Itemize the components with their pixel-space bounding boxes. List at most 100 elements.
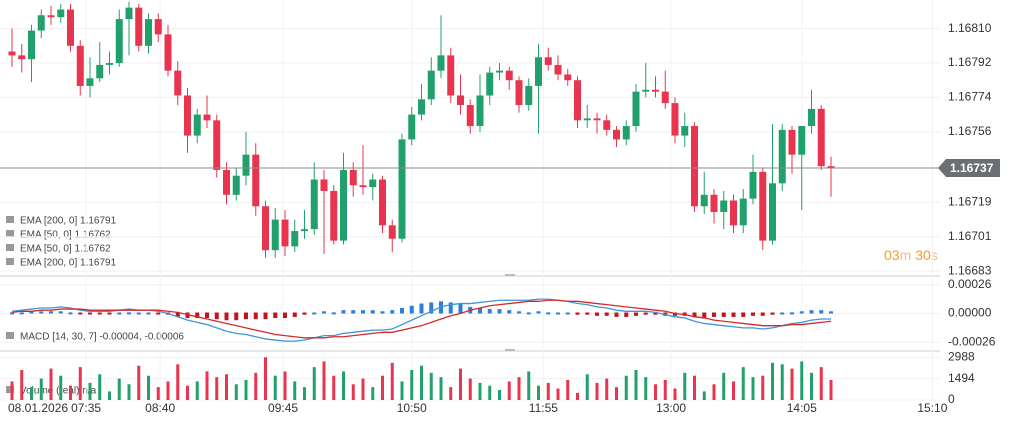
macd-histogram-bar <box>361 310 365 314</box>
indicator-label[interactable]: EMA [50, 0] 1.16762 <box>20 244 111 255</box>
candle-body <box>691 126 698 207</box>
macd-histogram-bar <box>497 309 502 314</box>
volume-bar <box>59 375 63 400</box>
x-tick-label: 13:00 <box>656 401 686 415</box>
macd-histogram-bar <box>58 311 63 314</box>
candle-body <box>369 179 377 188</box>
candle-body <box>86 78 94 86</box>
volume-bar <box>78 367 82 400</box>
candle-body <box>447 55 455 96</box>
volume-bar <box>556 388 560 400</box>
candle-body <box>96 64 104 79</box>
volume-bar <box>693 375 696 400</box>
macd-histogram-bar <box>760 312 765 316</box>
macd-histogram-bar <box>448 302 453 314</box>
volume-bar <box>342 371 345 400</box>
volume-bar <box>156 387 160 400</box>
candle-body <box>223 169 230 195</box>
macd-histogram-bar <box>351 310 356 314</box>
candle-body <box>330 190 338 241</box>
candle-body <box>340 169 347 241</box>
macd-histogram-bar <box>331 312 336 315</box>
macd-histogram-bar <box>409 305 414 314</box>
macd-histogram-bar <box>829 311 833 314</box>
macd-histogram-bar <box>741 312 746 317</box>
candle-body <box>154 19 162 35</box>
candle-body <box>622 126 630 140</box>
macd-histogram-bar <box>146 312 151 315</box>
macd-histogram-bar <box>302 312 307 315</box>
candle-body <box>778 129 786 184</box>
candle-body <box>418 99 425 115</box>
candle-body <box>652 89 659 92</box>
candle-body <box>76 45 84 86</box>
timer-unit: s <box>931 247 938 263</box>
volume-bar <box>478 382 482 400</box>
indicator-icons <box>6 216 14 393</box>
macd-histogram-bar <box>780 312 785 315</box>
macd-histogram-bar <box>692 312 697 317</box>
volume-bar <box>712 384 716 400</box>
indicator-label[interactable]: Volume (real) n/a <box>20 386 97 397</box>
candle-body <box>281 219 289 247</box>
candle-body <box>379 179 386 226</box>
volume-bar <box>361 378 365 400</box>
volume-bar <box>117 378 121 400</box>
macd-histogram-bar <box>751 312 755 316</box>
volume-bar <box>420 365 423 400</box>
macd-histogram-bar <box>390 310 395 314</box>
volume-bar <box>439 377 443 400</box>
volume-bar <box>176 364 180 400</box>
volume-bar <box>819 367 823 400</box>
volume-bar <box>761 375 765 400</box>
macd-histogram-bar <box>712 312 716 317</box>
x-tick-label: 07:35 <box>71 401 101 415</box>
volume-bar <box>790 368 794 400</box>
candle-body <box>37 15 45 31</box>
candle-body <box>515 80 523 106</box>
volume-bar <box>225 374 228 400</box>
macd-histogram-bar <box>819 310 824 314</box>
macd-histogram-bar <box>809 310 814 314</box>
y-tick-label: -0.00026 <box>948 334 996 348</box>
macd-histogram-bar <box>634 312 638 316</box>
candle-body <box>739 198 747 226</box>
volume-bar <box>234 384 238 400</box>
volume-bar <box>273 375 277 400</box>
macd-histogram-bar <box>292 312 297 317</box>
macd-histogram-bar <box>565 312 570 315</box>
candle-body <box>252 154 260 207</box>
volume-bar <box>303 387 306 400</box>
candle-body <box>310 179 318 230</box>
macd-histogram-bar <box>205 312 209 319</box>
indicator-label[interactable]: MACD [14, 30, 7] -0.00004, -0.00006 <box>20 332 184 343</box>
macd-histogram-bar <box>458 303 463 314</box>
volume-bar <box>449 387 453 400</box>
candle-body <box>710 194 718 212</box>
macd-histogram-bar <box>39 311 44 314</box>
y-tick-label: 1.16683 <box>948 263 992 277</box>
candle-body <box>505 70 513 81</box>
y-tick-label: 1.16810 <box>948 21 992 35</box>
volume-bar <box>49 368 53 400</box>
candle-body <box>320 179 328 191</box>
indicator-label[interactable]: EMA [200, 0] 1.16791 <box>20 258 117 269</box>
volume-bar <box>254 372 258 400</box>
volume-bar <box>683 372 687 400</box>
current-price-label: 1.16737 <box>950 161 994 175</box>
candle-body <box>359 185 367 188</box>
volume-bar <box>20 370 24 400</box>
indicator-label[interactable]: EMA [200, 0] 1.16791 <box>20 216 117 227</box>
panel-handle[interactable] <box>505 349 515 351</box>
candle-body <box>554 64 562 75</box>
candle-body <box>564 74 572 81</box>
candle-body <box>583 118 591 121</box>
candle-body <box>427 70 435 100</box>
volume-bar <box>351 384 355 400</box>
volume-bar <box>634 370 638 400</box>
panel-handle[interactable] <box>505 274 515 276</box>
macd-histogram-bar <box>273 312 278 319</box>
volume-bar <box>537 385 540 400</box>
indicator-label[interactable]: EMA [50, 0] 1.16762 <box>20 230 111 241</box>
candle-body <box>271 219 279 251</box>
